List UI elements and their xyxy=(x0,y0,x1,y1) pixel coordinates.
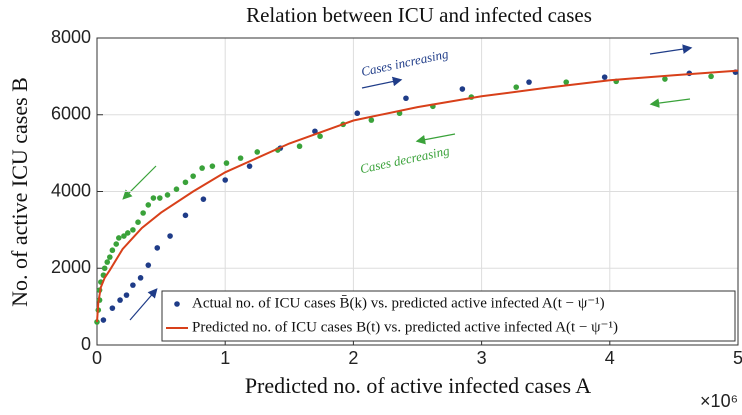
legend-swatch xyxy=(174,301,180,307)
point xyxy=(246,163,253,169)
point xyxy=(109,305,116,311)
y-tick-label: 8000 xyxy=(51,27,91,47)
x-tick-label: 3 xyxy=(477,348,487,368)
point xyxy=(167,233,173,239)
x-tick-label: 2 xyxy=(348,348,358,368)
point xyxy=(145,262,152,268)
y-tick-label: 4000 xyxy=(51,180,91,200)
point xyxy=(150,195,157,201)
point xyxy=(154,245,161,251)
point xyxy=(123,292,130,298)
point xyxy=(199,165,205,171)
point xyxy=(200,196,207,202)
x-tick-label: 1 xyxy=(220,348,230,368)
point xyxy=(140,210,146,216)
y-tick-label: 2000 xyxy=(51,257,91,277)
point xyxy=(312,128,318,135)
point xyxy=(182,212,189,219)
y-tick-label: 6000 xyxy=(51,104,91,124)
legend-box xyxy=(161,290,736,342)
point xyxy=(145,202,152,208)
point xyxy=(190,173,196,179)
plot-frame xyxy=(96,37,739,346)
line xyxy=(96,69,739,323)
x-tick-label: 4 xyxy=(605,348,615,368)
annotation: Cases increasing xyxy=(360,46,450,79)
legend-label: Actual no. of ICU cases B̄(k) vs. predic… xyxy=(192,295,605,311)
point xyxy=(237,155,244,161)
point xyxy=(526,79,532,85)
point xyxy=(107,254,113,260)
point xyxy=(317,133,323,140)
point xyxy=(601,74,608,80)
chart-title: Relation between ICU and infected cases xyxy=(246,3,592,27)
legend-label: Predicted no. of ICU cases B(t) vs. pred… xyxy=(192,319,618,335)
point xyxy=(164,192,171,198)
point xyxy=(354,110,361,117)
point xyxy=(121,233,127,239)
annotation: Cases decreasing xyxy=(359,143,451,177)
point xyxy=(708,73,714,80)
x-tick-label: 5 xyxy=(733,348,742,368)
arrows xyxy=(122,44,693,321)
point xyxy=(115,235,122,241)
point xyxy=(113,241,120,247)
point xyxy=(137,275,144,281)
point xyxy=(157,195,163,201)
x-tick-label: 0 xyxy=(92,348,102,368)
point xyxy=(101,265,108,272)
point xyxy=(109,247,116,254)
y-axis-label: No. of active ICU cases B xyxy=(7,77,32,307)
point xyxy=(563,79,570,85)
point xyxy=(117,297,123,303)
point xyxy=(254,149,261,155)
point xyxy=(513,84,520,90)
point xyxy=(223,160,230,166)
point xyxy=(173,186,180,192)
point xyxy=(662,76,668,82)
point xyxy=(368,117,375,123)
point xyxy=(130,282,136,288)
point xyxy=(403,95,409,102)
point xyxy=(100,317,107,323)
point xyxy=(130,227,136,233)
point xyxy=(104,259,111,265)
y-tick-label: 0 xyxy=(81,334,91,354)
point xyxy=(124,230,131,236)
point xyxy=(182,179,189,186)
point xyxy=(459,86,466,92)
x-multiplier: ×10⁶ xyxy=(700,391,738,411)
point xyxy=(222,177,228,183)
point xyxy=(209,163,216,169)
point xyxy=(296,143,303,150)
point xyxy=(135,219,141,225)
x-axis-label: Predicted no. of active infected cases A xyxy=(245,373,591,398)
